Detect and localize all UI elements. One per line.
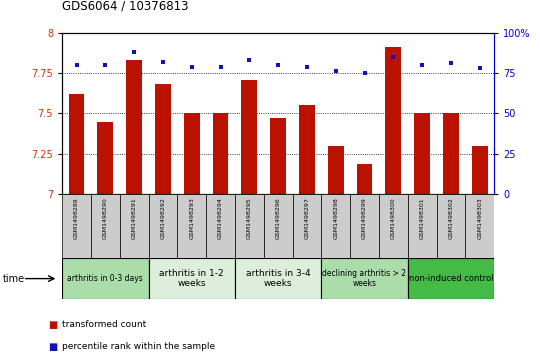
Bar [328, 146, 343, 194]
Bar [69, 94, 84, 194]
Text: time: time [3, 274, 25, 284]
Bar [97, 122, 113, 194]
Point [475, 65, 484, 71]
Text: declining arthritis > 2
weeks: declining arthritis > 2 weeks [322, 269, 407, 288]
Bar [120, 194, 148, 258]
Bar [177, 194, 206, 258]
Text: GSM1498290: GSM1498290 [103, 197, 108, 239]
Text: GSM1498294: GSM1498294 [218, 197, 223, 239]
Bar [264, 194, 293, 258]
Bar [126, 60, 142, 194]
Point [447, 61, 455, 66]
Bar [91, 194, 120, 258]
Text: percentile rank within the sample: percentile rank within the sample [62, 342, 215, 351]
Text: arthritis in 3-4
weeks: arthritis in 3-4 weeks [246, 269, 310, 288]
Bar [213, 113, 228, 194]
Point [360, 70, 369, 76]
Bar [443, 113, 459, 194]
Point [187, 64, 196, 69]
Text: GSM1498289: GSM1498289 [74, 197, 79, 239]
Point [332, 69, 340, 74]
Point [72, 62, 81, 68]
Text: GSM1498302: GSM1498302 [448, 197, 454, 239]
Text: GSM1498301: GSM1498301 [420, 197, 424, 239]
Text: GSM1498296: GSM1498296 [275, 197, 281, 239]
Bar [62, 194, 91, 258]
Text: GSM1498300: GSM1498300 [391, 197, 396, 239]
Text: ■: ■ [49, 320, 58, 330]
Bar [379, 194, 408, 258]
Bar [321, 194, 350, 258]
Text: transformed count: transformed count [62, 321, 146, 329]
Text: GSM1498295: GSM1498295 [247, 197, 252, 239]
Bar [241, 79, 257, 194]
Bar [184, 113, 200, 194]
Text: arthritis in 0-3 days: arthritis in 0-3 days [68, 274, 143, 283]
Bar [270, 118, 286, 194]
Bar [408, 194, 436, 258]
Bar [155, 84, 171, 194]
Text: arthritis in 1-2
weeks: arthritis in 1-2 weeks [159, 269, 224, 288]
Point [159, 59, 167, 65]
Point [389, 54, 397, 60]
Bar [235, 258, 321, 299]
Text: GSM1498297: GSM1498297 [305, 197, 309, 239]
Bar [299, 105, 315, 194]
Bar [386, 47, 401, 194]
Text: ■: ■ [49, 342, 58, 352]
Point [302, 64, 311, 69]
Point [274, 62, 282, 68]
Point [418, 62, 427, 68]
Text: GDS6064 / 10376813: GDS6064 / 10376813 [62, 0, 188, 13]
Text: GSM1498291: GSM1498291 [132, 197, 137, 239]
Bar [436, 194, 465, 258]
Bar [148, 258, 235, 299]
Text: non-induced control: non-induced control [409, 274, 493, 283]
Text: GSM1498299: GSM1498299 [362, 197, 367, 239]
Bar [465, 194, 494, 258]
Bar [414, 113, 430, 194]
Bar [206, 194, 235, 258]
Bar [356, 163, 373, 194]
Bar [62, 258, 149, 299]
Bar [350, 194, 379, 258]
Point [216, 64, 225, 69]
Point [130, 49, 138, 55]
Bar [321, 258, 408, 299]
Text: GSM1498303: GSM1498303 [477, 197, 482, 239]
Point [245, 57, 254, 63]
Bar [472, 146, 488, 194]
Bar [408, 258, 494, 299]
Point [101, 62, 110, 68]
Text: GSM1498292: GSM1498292 [160, 197, 165, 239]
Text: GSM1498298: GSM1498298 [333, 197, 338, 239]
Text: GSM1498293: GSM1498293 [189, 197, 194, 239]
Bar [148, 194, 177, 258]
Bar [293, 194, 321, 258]
Bar [235, 194, 264, 258]
